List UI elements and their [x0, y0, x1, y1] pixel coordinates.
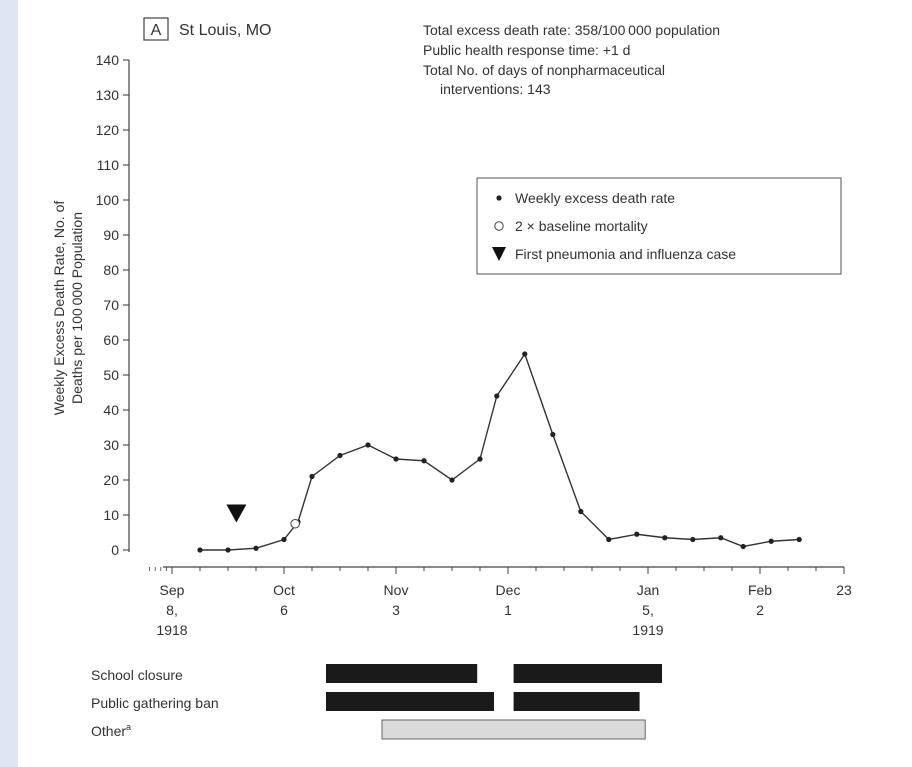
intervention-bar: [513, 692, 640, 711]
x-tick-label: 1919: [632, 622, 663, 638]
data-point: [662, 535, 668, 541]
x-tick-label: 6: [280, 602, 288, 618]
data-point: [281, 536, 287, 543]
data-point: [197, 547, 203, 553]
x-ticks: Sep 8, 1918 Oct 6 Nov 3 Dec 1 Jan 5, 1919 Feb 2 23: [149, 567, 852, 638]
data-point: [494, 393, 500, 399]
stat-npi-days-1: Total No. of days of nonpharmaceutical: [423, 62, 665, 78]
y-ticks: 0 10 20 30 40 50 60 70 80 90 100 110 120 130 140: [96, 52, 129, 558]
x-tick-label: Jan: [637, 582, 660, 598]
y-tick-label: 50: [103, 367, 119, 383]
data-point: [578, 508, 584, 515]
stat-npi-days-2: interventions: 143: [440, 81, 551, 97]
data-point: [225, 547, 231, 553]
data-point: [740, 543, 746, 550]
y-tick-label: 130: [96, 87, 120, 103]
legend-triangle-icon: [492, 247, 506, 261]
data-point: [421, 458, 427, 464]
intervention-bar: [326, 664, 478, 683]
data-point: [253, 545, 259, 551]
y-axis-label-line1: Weekly Excess Death Rate, No. of: [51, 201, 67, 416]
data-point: [796, 536, 802, 543]
intervention-bar: [513, 664, 662, 683]
legend-item-first-case: First pneumonia and influenza case: [515, 246, 736, 262]
legend: Weekly excess death rate 2 × baseline mo…: [476, 177, 842, 275]
legend-circle-icon: [494, 221, 504, 231]
y-tick-label: 60: [103, 332, 119, 348]
stat-total-excess: Total excess death rate: 358/100 000 pop…: [423, 22, 720, 38]
chart-svg: A St Louis, MO Total excess death rate: …: [51, 17, 852, 740]
series-line: [200, 352, 800, 551]
x-tick-label: 1918: [156, 622, 187, 638]
y-axis-label-line2: Deaths per 100 000 Population: [69, 212, 85, 404]
x-tick-label: 5,: [642, 602, 654, 618]
y-tick-label: 30: [103, 437, 119, 453]
x-tick-label: 1: [504, 602, 512, 618]
intervention-label-other: Othera: [91, 722, 131, 739]
y-tick-label: 70: [103, 297, 119, 313]
data-point: [522, 351, 528, 357]
intervention-label-school: School closure: [91, 667, 183, 683]
stat-response-time: Public health response time: +1 d: [423, 42, 630, 58]
x-tick-label: 23: [836, 582, 852, 598]
data-point: [449, 477, 455, 483]
y-tick-label: 80: [103, 262, 119, 278]
y-tick-label: 20: [103, 472, 119, 488]
data-point: [606, 536, 612, 543]
x-tick-label: 2: [756, 602, 764, 618]
y-tick-label: 110: [97, 157, 120, 173]
data-point: [690, 536, 696, 543]
data-point: [768, 538, 774, 544]
legend-dot-icon: [496, 195, 502, 201]
panel-letter: A: [151, 22, 162, 39]
footnote-marker: a: [126, 722, 131, 732]
y-tick-label: 0: [111, 542, 119, 558]
intervention-bar: [381, 719, 646, 740]
x-tick-label: Feb: [748, 582, 772, 598]
y-tick-label: 10: [103, 507, 119, 523]
data-point: [309, 473, 315, 480]
y-tick-label: 90: [103, 227, 119, 243]
y-tick-label: 140: [96, 52, 120, 68]
x-tick-label: Oct: [273, 582, 295, 598]
chart-panel: A St Louis, MO Total excess death rate: …: [18, 0, 912, 767]
data-point: [393, 456, 399, 462]
y-tick-label: 40: [103, 402, 119, 418]
y-tick-label: 100: [96, 192, 120, 208]
markers: [226, 504, 301, 529]
x-tick-label: Dec: [496, 582, 521, 598]
x-tick-label: 3: [392, 602, 400, 618]
legend-box: [476, 177, 842, 275]
x-tick-label: Nov: [384, 582, 409, 598]
data-point: [718, 535, 724, 541]
legend-item-baseline: 2 × baseline mortality: [515, 218, 648, 234]
legend-item-weekly: Weekly excess death rate: [515, 190, 675, 206]
x-tick-label: 8,: [166, 602, 178, 618]
intervention-bar: [326, 692, 494, 711]
panel-letter-box: [143, 17, 169, 41]
data-point: [550, 431, 556, 438]
data-point: [337, 452, 343, 459]
baseline-mortality-marker: [290, 518, 301, 529]
panel-city: St Louis, MO: [179, 22, 271, 39]
data-point: [634, 531, 640, 537]
data-point: [365, 442, 371, 448]
y-tick-label: 120: [96, 122, 120, 138]
first-case-marker: [226, 504, 247, 523]
x-tick-label: Sep: [160, 582, 185, 598]
interventions: School closure Public gathering ban Othe…: [91, 664, 662, 740]
intervention-label-gathering: Public gathering ban: [91, 695, 219, 711]
data-point: [477, 456, 483, 462]
series-weekly-excess: [197, 351, 802, 553]
